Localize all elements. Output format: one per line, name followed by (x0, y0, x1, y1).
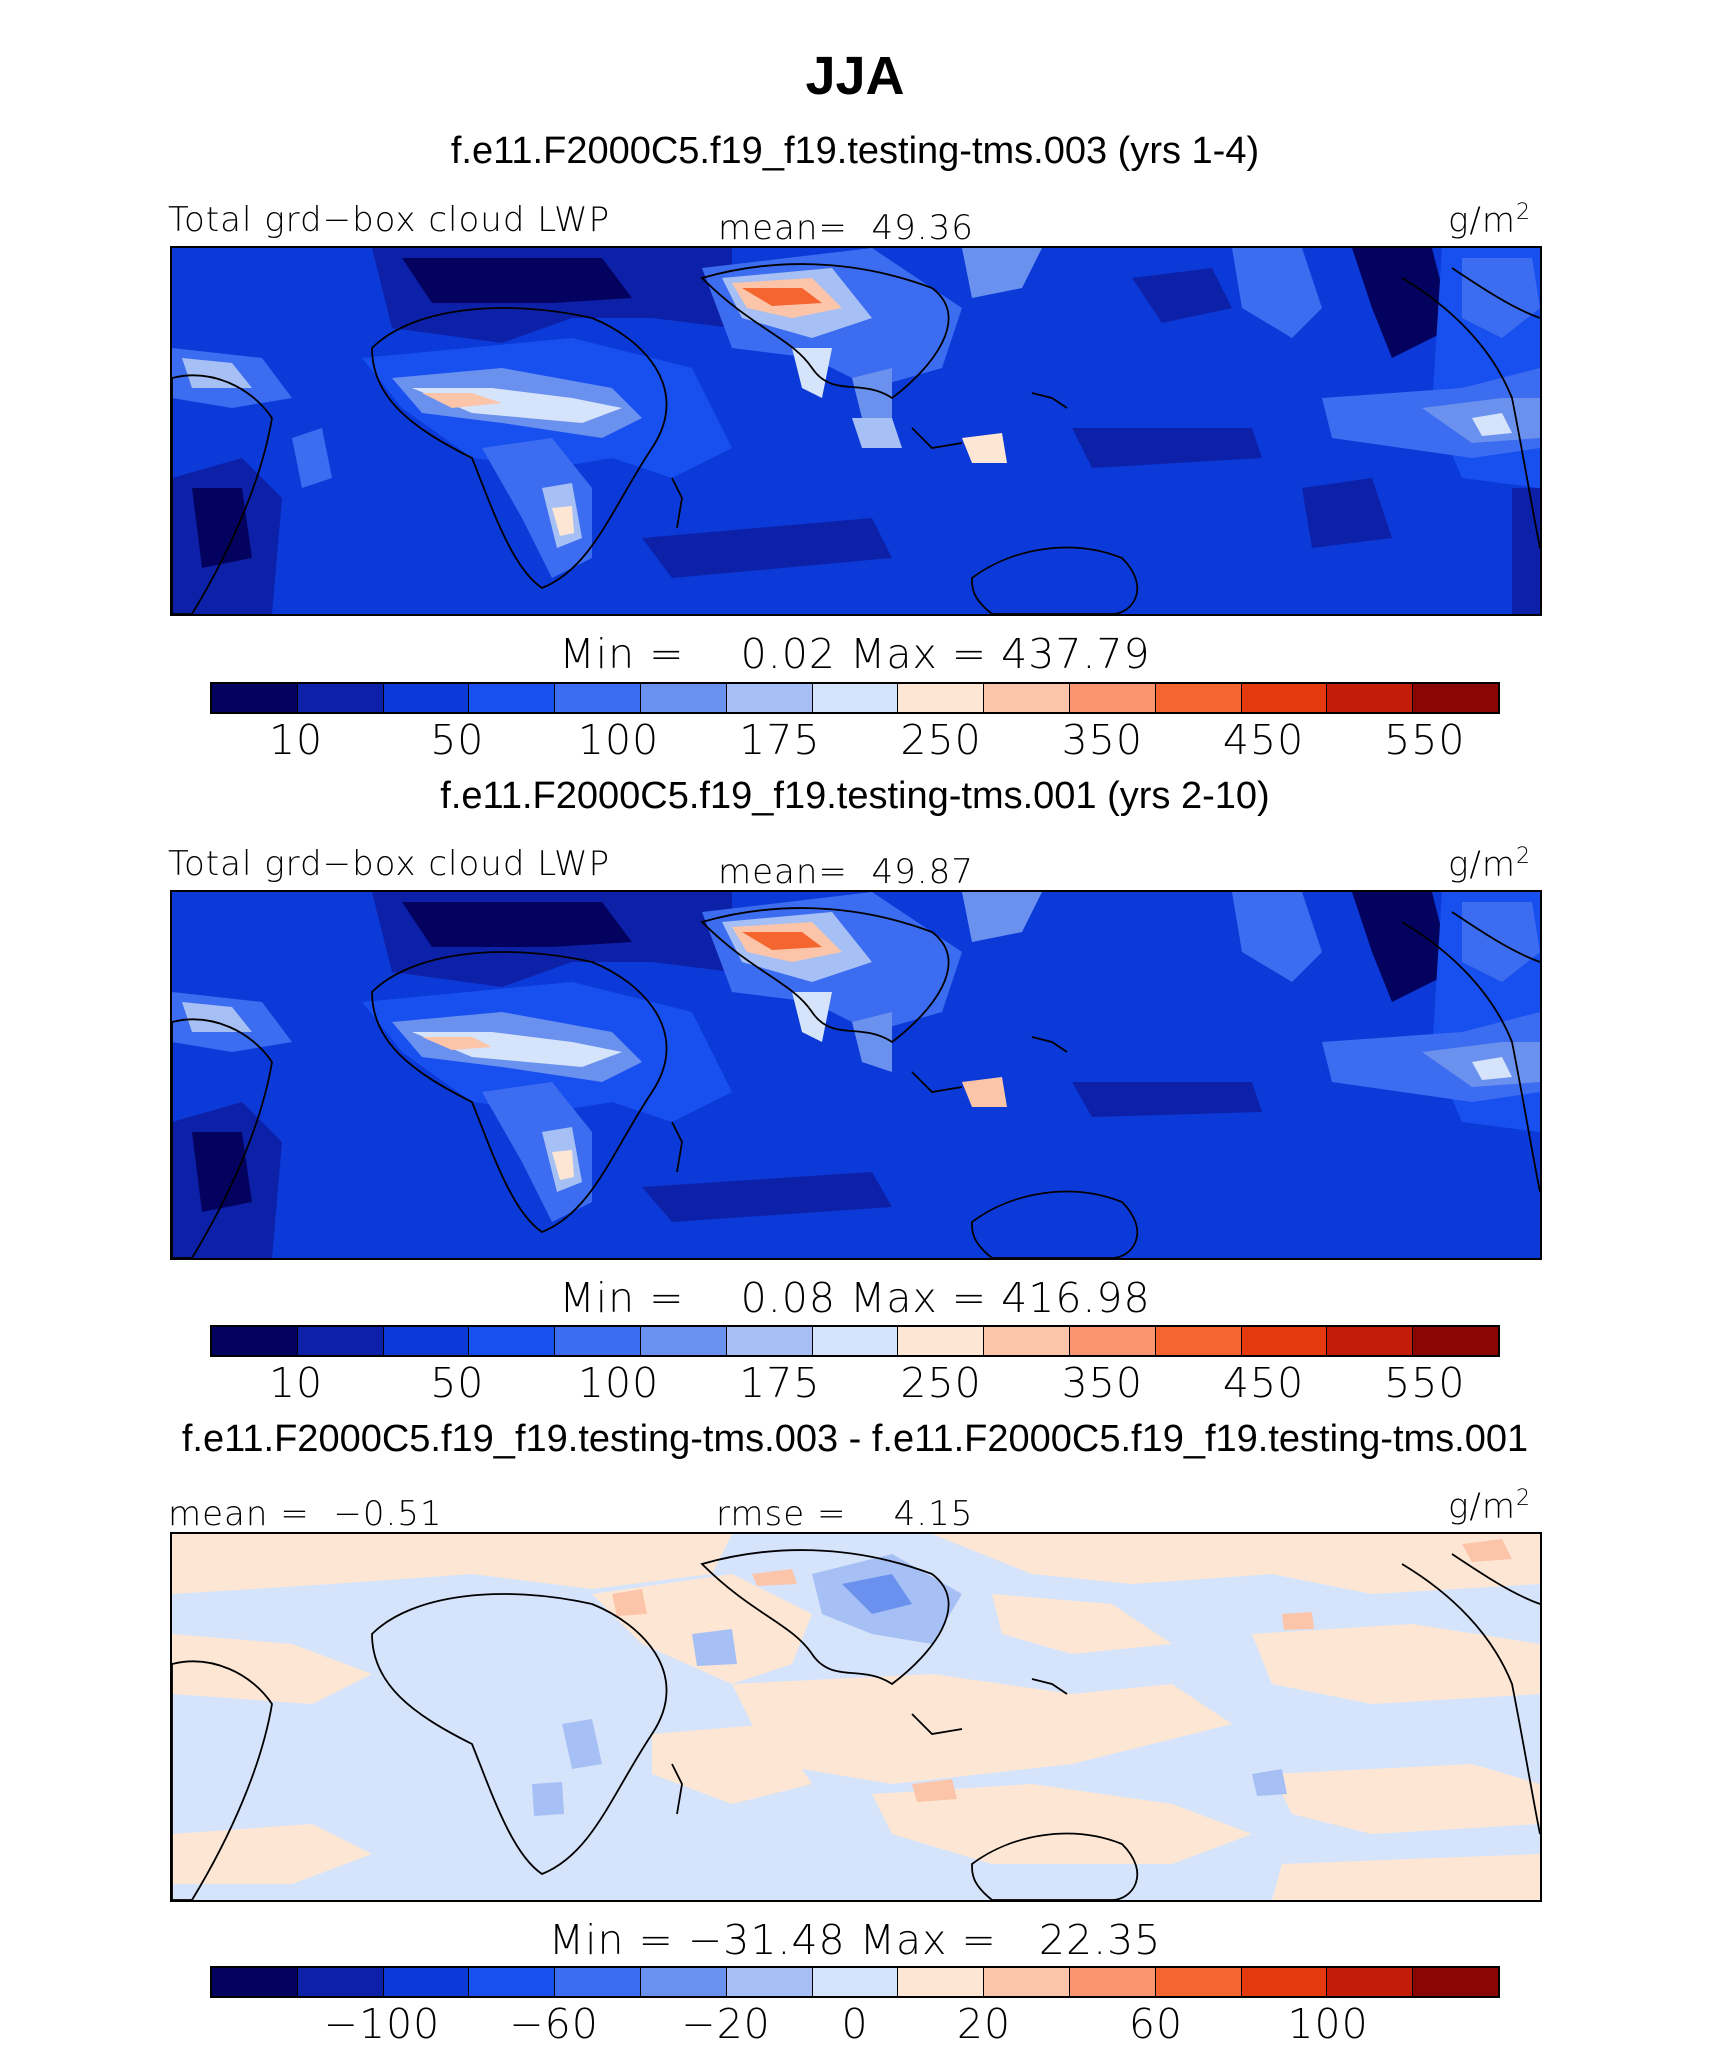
colorbar-swatch (984, 1327, 1070, 1355)
colorbar-tick-label: 100 (1287, 2000, 1369, 2048)
colorbar-swatch (1155, 684, 1242, 712)
colorbar-tick-label: 450 (1222, 1359, 1305, 1407)
colorbar-swatch (555, 1968, 641, 1996)
panel-3-units: g/m2 (1448, 1486, 1531, 1527)
panel-1-variable-label: Total grd−box cloud LWP (168, 200, 611, 240)
colorbar-tick-label: −100 (323, 2000, 441, 2048)
colorbar-swatch (212, 1968, 298, 1996)
colorbar-swatch (1413, 1327, 1498, 1355)
colorbar-tick-label: 50 (430, 716, 485, 764)
colorbar-tick-label: 550 (1384, 716, 1466, 764)
colorbar-swatch (1241, 684, 1328, 712)
panel-2-units: g/m2 (1448, 844, 1531, 885)
colorbar-swatch (812, 684, 899, 712)
colorbar-swatch (1069, 1327, 1156, 1355)
colorbar-swatch (212, 684, 298, 712)
colorbar-swatch (812, 1327, 899, 1355)
colorbar-swatch (1155, 1327, 1242, 1355)
colorbar-swatch (898, 1968, 985, 1996)
colorbar-swatch (726, 1968, 813, 1996)
figure-title: JJA (805, 46, 905, 106)
panel-1-min-max: Min = 0.02 Max = 437.79 (559, 630, 1151, 678)
colorbar-swatch (1413, 684, 1498, 712)
colorbar-swatch (1241, 1327, 1328, 1355)
colorbar-tick-label: 250 (900, 716, 982, 764)
colorbar-swatch (726, 684, 813, 712)
colorbar-tick-label: 10 (268, 1359, 324, 1407)
colorbar-swatch (383, 684, 470, 712)
panel-1-colorbar-labels: 10 50 100 175 250 350 450 550 (210, 716, 1500, 764)
panel-3-mean-label: mean = −0.51 (168, 1494, 443, 1534)
colorbar-tick-label: 100 (577, 1359, 660, 1407)
colorbar-swatch (1069, 1968, 1156, 1996)
panel-3-min-max: Min = −31.48 Max = 22.35 (548, 1916, 1162, 1964)
colorbar-tick-label: 20 (956, 2000, 1012, 2048)
colorbar-swatch (640, 1327, 727, 1355)
colorbar-tick-label: 350 (1061, 716, 1143, 764)
colorbar-tick-label: 50 (430, 1359, 485, 1407)
colorbar-swatch (898, 1327, 985, 1355)
panel-1-units: g/m2 (1448, 200, 1531, 241)
panel-2-colorbar (210, 1325, 1500, 1357)
panel-3-rmse-label: rmse = 4.15 (716, 1494, 974, 1534)
colorbar-swatch (212, 1327, 298, 1355)
panel-2-case-title: f.e11.F2000C5.f19_f19.testing-tms.001 (y… (440, 775, 1270, 817)
colorbar-swatch (984, 1968, 1070, 1996)
colorbar-swatch (898, 684, 985, 712)
colorbar-swatch (1155, 1968, 1242, 1996)
panel-1-map (170, 246, 1542, 616)
colorbar-swatch (1327, 1968, 1414, 1996)
panel-1-colorbar (210, 682, 1500, 714)
panel-2-map (170, 890, 1542, 1260)
colorbar-swatch (1327, 684, 1414, 712)
panel-2-min-max: Min = 0.08 Max = 416.98 (559, 1274, 1151, 1322)
colorbar-tick-label: 60 (1128, 2000, 1184, 2048)
panel-1-case-title: f.e11.F2000C5.f19_f19.testing-tms.003 (y… (450, 130, 1260, 172)
panel-3-colorbar (210, 1966, 1500, 1998)
colorbar-swatch (812, 1968, 899, 1996)
colorbar-swatch (1327, 1327, 1414, 1355)
colorbar-swatch (297, 1968, 384, 1996)
colorbar-swatch (469, 1968, 556, 1996)
panel-3-map (170, 1532, 1542, 1902)
colorbar-tick-label: 350 (1061, 1359, 1143, 1407)
colorbar-tick-label: 250 (900, 1359, 982, 1407)
panel-1-mean-label: mean= 49.36 (718, 208, 974, 248)
panel-3-case-title: f.e11.F2000C5.f19_f19.testing-tms.003 - … (181, 1418, 1529, 1460)
panel-2-mean-label: mean= 49.87 (718, 852, 974, 892)
colorbar-swatch (383, 1327, 470, 1355)
colorbar-tick-label: 550 (1384, 1359, 1466, 1407)
colorbar-swatch (297, 684, 384, 712)
colorbar-tick-label: 175 (739, 1359, 821, 1407)
colorbar-swatch (555, 1327, 641, 1355)
colorbar-tick-label: 100 (577, 716, 660, 764)
colorbar-tick-label: 450 (1222, 716, 1305, 764)
colorbar-swatch (1069, 684, 1156, 712)
colorbar-swatch (469, 1327, 556, 1355)
colorbar-tick-label: −20 (681, 2000, 771, 2048)
colorbar-swatch (297, 1327, 384, 1355)
panel-2-colorbar-labels: 10 50 100 175 250 350 450 550 (210, 1359, 1500, 1407)
colorbar-swatch (726, 1327, 813, 1355)
colorbar-swatch (383, 1968, 470, 1996)
colorbar-swatch (1413, 1968, 1498, 1996)
colorbar-swatch (555, 684, 641, 712)
colorbar-swatch (640, 1968, 727, 1996)
colorbar-tick-label: 175 (739, 716, 821, 764)
colorbar-swatch (469, 684, 556, 712)
panel-2-variable-label: Total grd−box cloud LWP (168, 844, 611, 884)
colorbar-tick-label: 0 (841, 2000, 869, 2048)
colorbar-swatch (640, 684, 727, 712)
colorbar-tick-label: −60 (509, 2000, 599, 2048)
colorbar-tick-label: 10 (268, 716, 324, 764)
colorbar-swatch (984, 684, 1070, 712)
panel-3-colorbar-labels: −100 −60 −20 0 20 60 100 (210, 2000, 1500, 2048)
colorbar-swatch (1241, 1968, 1328, 1996)
